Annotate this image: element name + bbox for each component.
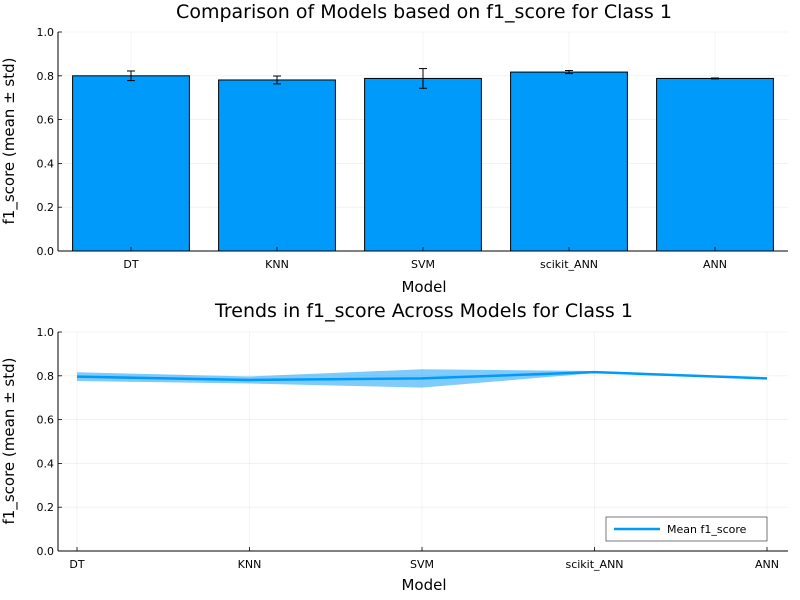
bar-scikit_ANN xyxy=(510,71,628,252)
bar-y-ticks: 0.0 0.2 0.4 0.6 0.8 1.0 xyxy=(37,26,62,258)
legend-box xyxy=(605,516,768,542)
bar-x-tick-label: KNN xyxy=(265,258,289,271)
bar-error-bars xyxy=(127,68,719,89)
error-bar-DT xyxy=(127,70,135,82)
line-x-tick-label: scikit_ANN xyxy=(565,558,623,571)
line-y-tick-label: 0.6 xyxy=(37,414,55,427)
line-x-tick-label: SVM xyxy=(410,558,434,571)
bar-chart: Comparison of Models based on f1_score f… xyxy=(0,1,788,296)
line-axes xyxy=(57,332,788,552)
bar-y-tick-label: 0.8 xyxy=(37,70,55,83)
bar-x-ticks: DT KNN SVM scikit_ANN ANN xyxy=(123,247,727,271)
bar-KNN xyxy=(218,79,336,252)
bar-y-tick-label: 1.0 xyxy=(37,26,55,39)
line-chart-y-label: f1_score (mean ± std) xyxy=(0,358,19,525)
bar-y-tick-label: 0.2 xyxy=(37,201,55,214)
line-chart-x-label: Model xyxy=(401,576,446,594)
bar-marks xyxy=(72,71,774,252)
bar-x-tick-label: SVM xyxy=(411,258,435,271)
error-bar-ANN xyxy=(711,77,719,80)
line-x-tick-label: ANN xyxy=(755,558,779,571)
line-legend: Mean f1_score xyxy=(605,516,768,542)
bar-y-tick-label: 0.4 xyxy=(37,157,55,170)
bar-x-tick-label: ANN xyxy=(703,258,727,271)
line-y-tick-label: 0.4 xyxy=(37,457,55,470)
bar-ANN xyxy=(656,77,774,252)
line-y-ticks: 0.0 0.2 0.4 0.6 0.8 1.0 xyxy=(37,326,62,558)
error-bar-SVM xyxy=(419,68,427,89)
bar-chart-y-label: f1_score (mean ± std) xyxy=(0,58,19,225)
line-y-tick-label: 0.0 xyxy=(37,545,55,558)
bar-DT xyxy=(72,75,190,252)
line-series xyxy=(76,370,768,382)
bar-y-tick-label: 0.6 xyxy=(37,114,55,127)
line-x-ticks: DT KNN SVM scikit_ANN ANN xyxy=(69,547,779,571)
bar-x-tick-label: scikit_ANN xyxy=(540,258,598,271)
mean-line xyxy=(76,370,768,382)
line-chart: Trends in f1_score Across Models for Cla… xyxy=(0,300,788,594)
bar-y-tick-label: 0.0 xyxy=(37,245,55,258)
legend-label: Mean f1_score xyxy=(667,523,747,536)
line-y-tick-label: 1.0 xyxy=(37,326,55,339)
bar-chart-x-label: Model xyxy=(401,278,446,296)
bar-x-tick-label: DT xyxy=(123,258,138,271)
line-y-tick-label: 0.8 xyxy=(37,370,55,383)
bar-chart-title: Comparison of Models based on f1_score f… xyxy=(176,1,672,23)
line-y-tick-label: 0.2 xyxy=(37,501,55,514)
line-chart-title: Trends in f1_score Across Models for Cla… xyxy=(214,300,633,322)
bar-SVM xyxy=(364,77,482,252)
line-x-tick-label: KNN xyxy=(238,558,262,571)
error-bar-KNN xyxy=(273,75,281,85)
error-bar-scikit_ANN xyxy=(565,70,573,75)
line-x-tick-label: DT xyxy=(69,558,84,571)
